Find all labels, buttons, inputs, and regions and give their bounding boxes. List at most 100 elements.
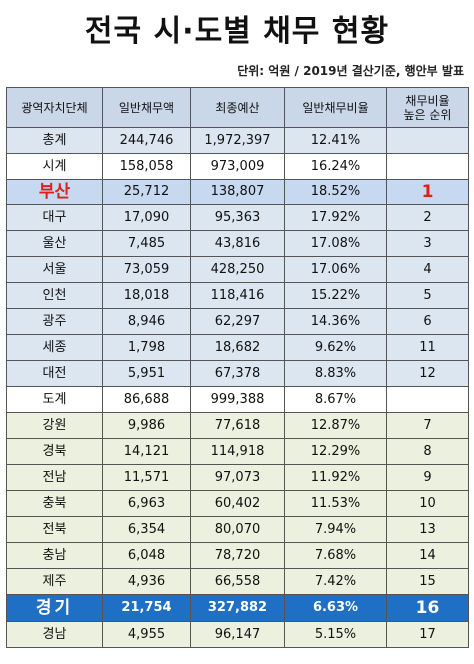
- ratio-cell: 12.87%: [284, 412, 387, 439]
- ratio-cell: 9.62%: [284, 334, 387, 361]
- debt-cell: 86,688: [102, 386, 191, 413]
- region-cell: 대구: [6, 204, 103, 231]
- ratio-cell: 17.92%: [284, 204, 387, 231]
- budget-cell: 78,720: [190, 542, 285, 569]
- debt-cell: 6,048: [102, 542, 191, 569]
- budget-cell: 62,297: [190, 308, 285, 335]
- rank-cell: 16: [386, 594, 469, 622]
- table-row: 경북 14,121 114,918 12.29% 8: [6, 438, 469, 465]
- budget-cell: 18,682: [190, 334, 285, 361]
- rank-cell: 11: [386, 334, 469, 361]
- ratio-cell: 6.63%: [284, 594, 387, 622]
- region-cell: 경북: [6, 438, 103, 465]
- region-cell: 충남: [6, 542, 103, 569]
- table-body: 총계 244,746 1,972,397 12.41% 시계 158,058 973,009…: [6, 127, 469, 648]
- table-row: 도계 86,688 999,388 8.67%: [6, 386, 469, 413]
- region-cell: 인천: [6, 282, 103, 309]
- region-cell: 제주: [6, 568, 103, 595]
- header-debt: 일반채무액: [102, 87, 191, 128]
- ratio-cell: 5.15%: [284, 621, 387, 648]
- budget-cell: 999,388: [190, 386, 285, 413]
- region-cell: 전남: [6, 464, 103, 491]
- rank-cell: 14: [386, 542, 469, 569]
- debt-cell: 1,798: [102, 334, 191, 361]
- table-row: 인천 18,018 118,416 15.22% 5: [6, 282, 469, 309]
- ratio-cell: 7.68%: [284, 542, 387, 569]
- rank-cell: 13: [386, 516, 469, 543]
- rank-cell: 6: [386, 308, 469, 335]
- rank-cell: 4: [386, 256, 469, 283]
- rank-cell: 5: [386, 282, 469, 309]
- region-cell: 강원: [6, 412, 103, 439]
- table-row: 충남 6,048 78,720 7.68% 14: [6, 542, 469, 569]
- table-row: 충북 6,963 60,402 11.53% 10: [6, 490, 469, 517]
- table-row: 전남 11,571 97,073 11.92% 9: [6, 464, 469, 491]
- region-cell: 울산: [6, 230, 103, 257]
- rank-cell: 1: [386, 179, 469, 205]
- budget-cell: 327,882: [190, 594, 285, 622]
- table-row: 제주 4,936 66,558 7.42% 15: [6, 568, 469, 595]
- page-title: 전국 시·도별 채무 현황: [84, 14, 390, 49]
- debt-cell: 158,058: [102, 153, 191, 180]
- region-cell: 총계: [6, 127, 103, 154]
- ratio-cell: 17.06%: [284, 256, 387, 283]
- debt-cell: 21,754: [102, 594, 191, 622]
- header-rank: 채무비율 높은 순위: [386, 87, 469, 128]
- region-cell: 세종: [6, 334, 103, 361]
- budget-cell: 96,147: [190, 621, 285, 648]
- region-cell: 광주: [6, 308, 103, 335]
- header-region: 광역자치단체: [6, 87, 103, 128]
- region-cell: 경남: [6, 621, 103, 648]
- rank-cell: 9: [386, 464, 469, 491]
- ratio-cell: 8.83%: [284, 360, 387, 387]
- debt-cell: 18,018: [102, 282, 191, 309]
- unit-note: 단위: 억원 / 2019년 결산기준, 행안부 발표: [237, 64, 464, 78]
- ratio-cell: 14.36%: [284, 308, 387, 335]
- ratio-cell: 15.22%: [284, 282, 387, 309]
- ratio-cell: 11.92%: [284, 464, 387, 491]
- region-cell: 경기: [6, 594, 103, 622]
- debt-table: 광역자치단체 일반채무액 최종예산 일반채무비율 채무비율 높은 순위 총계 244…: [6, 87, 469, 648]
- ratio-cell: 7.94%: [284, 516, 387, 543]
- budget-cell: 138,807: [190, 179, 285, 205]
- rank-cell: 8: [386, 438, 469, 465]
- debt-cell: 244,746: [102, 127, 191, 154]
- table-row: 부산 25,712 138,807 18.52% 1: [6, 179, 469, 205]
- region-cell: 부산: [6, 179, 103, 205]
- debt-cell: 73,059: [102, 256, 191, 283]
- budget-cell: 66,558: [190, 568, 285, 595]
- rank-cell: [386, 153, 469, 180]
- rank-cell: 17: [386, 621, 469, 648]
- debt-cell: 5,951: [102, 360, 191, 387]
- ratio-cell: 8.67%: [284, 386, 387, 413]
- region-cell: 충북: [6, 490, 103, 517]
- table-row: 전북 6,354 80,070 7.94% 13: [6, 516, 469, 543]
- budget-cell: 95,363: [190, 204, 285, 231]
- rank-cell: [386, 386, 469, 413]
- table-row: 서울 73,059 428,250 17.06% 4: [6, 256, 469, 283]
- rank-cell: 3: [386, 230, 469, 257]
- table-row: 세종 1,798 18,682 9.62% 11: [6, 334, 469, 361]
- header-budget: 최종예산: [190, 87, 285, 128]
- debt-cell: 4,955: [102, 621, 191, 648]
- table-row: 대전 5,951 67,378 8.83% 12: [6, 360, 469, 387]
- table-row: 경기 21,754 327,882 6.63% 16: [6, 594, 469, 622]
- ratio-cell: 11.53%: [284, 490, 387, 517]
- budget-cell: 77,618: [190, 412, 285, 439]
- rank-cell: 7: [386, 412, 469, 439]
- debt-cell: 11,571: [102, 464, 191, 491]
- rank-cell: 2: [386, 204, 469, 231]
- ratio-cell: 7.42%: [284, 568, 387, 595]
- ratio-cell: 12.41%: [284, 127, 387, 154]
- budget-cell: 80,070: [190, 516, 285, 543]
- table-row: 대구 17,090 95,363 17.92% 2: [6, 204, 469, 231]
- budget-cell: 43,816: [190, 230, 285, 257]
- rank-cell: 15: [386, 568, 469, 595]
- table-row: 시계 158,058 973,009 16.24%: [6, 153, 469, 180]
- table-row: 광주 8,946 62,297 14.36% 6: [6, 308, 469, 335]
- debt-cell: 17,090: [102, 204, 191, 231]
- budget-cell: 97,073: [190, 464, 285, 491]
- debt-cell: 7,485: [102, 230, 191, 257]
- table-row: 경남 4,955 96,147 5.15% 17: [6, 621, 469, 648]
- rank-cell: 12: [386, 360, 469, 387]
